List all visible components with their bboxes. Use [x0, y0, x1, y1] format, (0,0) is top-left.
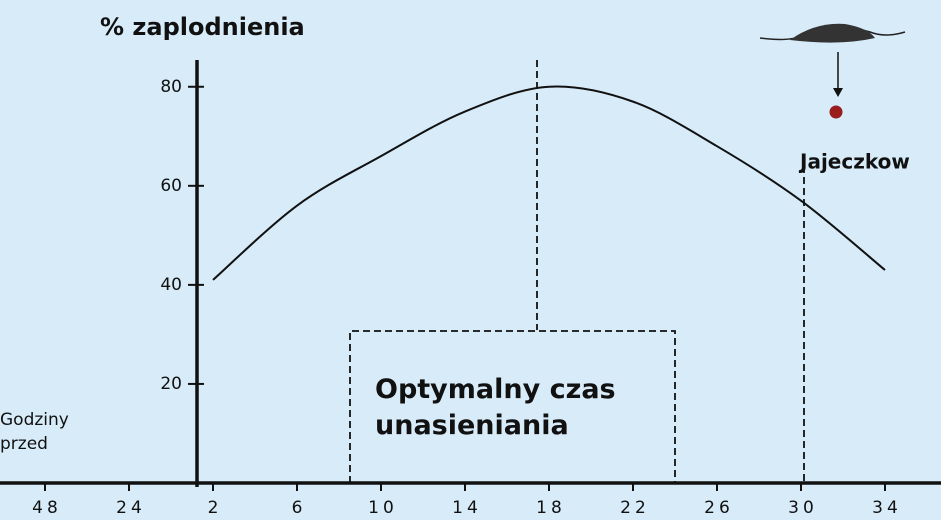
line [213, 87, 885, 280]
x-tick-label: 26 [704, 498, 734, 518]
x-axis-label: Godziny przed [0, 408, 110, 456]
x-tick-label: 6 [292, 498, 307, 518]
x-tick-label: 10 [368, 498, 398, 518]
y-tick-label: 20 [160, 374, 182, 394]
x-tick-label: 14 [452, 498, 482, 518]
chart-title: % zaplodnienia [100, 13, 305, 41]
egg-icon [760, 24, 905, 119]
x-tick-label: 34 [872, 498, 902, 518]
x-tick-label: 18 [536, 498, 566, 518]
x-tick-label: 30 [788, 498, 818, 518]
annotation: Optymalny czas unasieniania [375, 372, 665, 444]
x-tick-label: 24 [116, 498, 146, 518]
y-tick-label: 80 [160, 77, 182, 97]
x-tick-label: 22 [620, 498, 650, 518]
chart-page: % zaplodnienia Jajeczkow 204060804824261… [0, 0, 941, 520]
x-tick-label: 48 [32, 498, 62, 518]
x-tick-label: 2 [208, 498, 223, 518]
annotation: Jajeczkow [798, 150, 910, 174]
y-tick-label: 60 [160, 176, 182, 196]
y-tick-label: 40 [160, 275, 182, 295]
